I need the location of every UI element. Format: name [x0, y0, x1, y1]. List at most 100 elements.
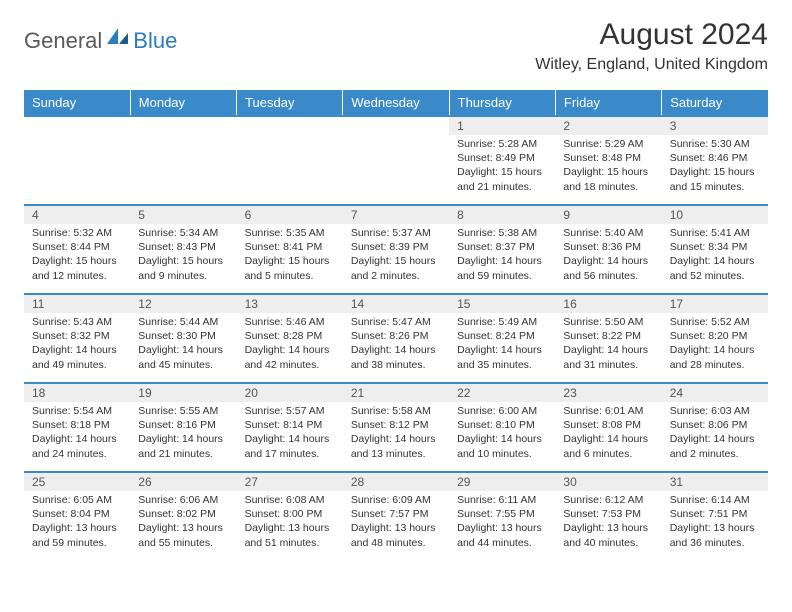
weekday-header: Thursday [449, 90, 555, 116]
day-number: 11 [24, 295, 130, 313]
day-line: Sunrise: 5:49 AM [457, 315, 547, 329]
day-line: Sunrise: 6:14 AM [670, 493, 760, 507]
week-daynum-row: 45678910 [24, 205, 768, 224]
day-cell: Sunrise: 5:44 AMSunset: 8:30 PMDaylight:… [130, 313, 236, 383]
day-line: Daylight: 13 hours and 36 minutes. [670, 521, 760, 549]
day-number: 3 [662, 117, 768, 135]
day-number [130, 117, 236, 135]
day-number-cell [24, 116, 130, 135]
day-line: Sunrise: 6:05 AM [32, 493, 122, 507]
day-line: Sunrise: 5:52 AM [670, 315, 760, 329]
day-line: Daylight: 15 hours and 12 minutes. [32, 254, 122, 282]
day-cell: Sunrise: 5:46 AMSunset: 8:28 PMDaylight:… [237, 313, 343, 383]
day-content: Sunrise: 5:34 AMSunset: 8:43 PMDaylight:… [130, 224, 236, 289]
weekday-header: Friday [555, 90, 661, 116]
day-line: Sunrise: 5:43 AM [32, 315, 122, 329]
day-cell: Sunrise: 5:32 AMSunset: 8:44 PMDaylight:… [24, 224, 130, 294]
sail-icon [105, 26, 131, 51]
day-content: Sunrise: 5:44 AMSunset: 8:30 PMDaylight:… [130, 313, 236, 378]
day-content: Sunrise: 5:46 AMSunset: 8:28 PMDaylight:… [237, 313, 343, 378]
day-line: Sunrise: 6:09 AM [351, 493, 441, 507]
day-line: Daylight: 14 hours and 21 minutes. [138, 432, 228, 460]
day-number: 25 [24, 473, 130, 491]
day-number: 6 [237, 206, 343, 224]
day-number-cell: 29 [449, 472, 555, 491]
week-daynum-row: 25262728293031 [24, 472, 768, 491]
day-number: 15 [449, 295, 555, 313]
day-line: Sunset: 8:41 PM [245, 240, 335, 254]
weekday-header: Sunday [24, 90, 130, 116]
day-number: 31 [662, 473, 768, 491]
day-cell: Sunrise: 6:00 AMSunset: 8:10 PMDaylight:… [449, 402, 555, 472]
day-cell: Sunrise: 5:41 AMSunset: 8:34 PMDaylight:… [662, 224, 768, 294]
day-cell: Sunrise: 6:01 AMSunset: 8:08 PMDaylight:… [555, 402, 661, 472]
day-number-cell: 12 [130, 294, 236, 313]
day-line: Sunrise: 6:00 AM [457, 404, 547, 418]
day-number-cell: 21 [343, 383, 449, 402]
day-number: 28 [343, 473, 449, 491]
day-content: Sunrise: 6:05 AMSunset: 8:04 PMDaylight:… [24, 491, 130, 556]
title-block: August 2024 Witley, England, United King… [535, 18, 768, 74]
day-number-cell: 20 [237, 383, 343, 402]
day-number [343, 117, 449, 135]
day-number-cell: 11 [24, 294, 130, 313]
week-daynum-row: 18192021222324 [24, 383, 768, 402]
day-number: 29 [449, 473, 555, 491]
day-number-cell: 31 [662, 472, 768, 491]
day-number-cell: 8 [449, 205, 555, 224]
calendar-table: SundayMondayTuesdayWednesdayThursdayFrid… [24, 90, 768, 561]
day-cell: Sunrise: 6:06 AMSunset: 8:02 PMDaylight:… [130, 491, 236, 561]
day-number-cell: 23 [555, 383, 661, 402]
day-line: Daylight: 14 hours and 13 minutes. [351, 432, 441, 460]
day-content: Sunrise: 6:08 AMSunset: 8:00 PMDaylight:… [237, 491, 343, 556]
day-content [237, 135, 343, 143]
day-content: Sunrise: 5:35 AMSunset: 8:41 PMDaylight:… [237, 224, 343, 289]
day-cell: Sunrise: 5:35 AMSunset: 8:41 PMDaylight:… [237, 224, 343, 294]
day-cell: Sunrise: 5:37 AMSunset: 8:39 PMDaylight:… [343, 224, 449, 294]
day-line: Sunrise: 5:57 AM [245, 404, 335, 418]
day-number-cell [237, 116, 343, 135]
day-number: 9 [555, 206, 661, 224]
day-line: Sunset: 8:43 PM [138, 240, 228, 254]
day-content: Sunrise: 6:14 AMSunset: 7:51 PMDaylight:… [662, 491, 768, 556]
day-number: 1 [449, 117, 555, 135]
day-number-cell: 7 [343, 205, 449, 224]
day-number-cell: 14 [343, 294, 449, 313]
day-content: Sunrise: 6:11 AMSunset: 7:55 PMDaylight:… [449, 491, 555, 556]
day-number-cell: 10 [662, 205, 768, 224]
day-number-cell [130, 116, 236, 135]
day-line: Sunset: 8:04 PM [32, 507, 122, 521]
location: Witley, England, United Kingdom [535, 56, 768, 74]
day-line: Sunrise: 5:34 AM [138, 226, 228, 240]
day-cell: Sunrise: 5:38 AMSunset: 8:37 PMDaylight:… [449, 224, 555, 294]
week-content-row: Sunrise: 5:54 AMSunset: 8:18 PMDaylight:… [24, 402, 768, 472]
day-number-cell: 5 [130, 205, 236, 224]
day-line: Sunset: 8:18 PM [32, 418, 122, 432]
day-content: Sunrise: 5:28 AMSunset: 8:49 PMDaylight:… [449, 135, 555, 200]
day-line: Sunset: 7:53 PM [563, 507, 653, 521]
week-daynum-row: 123 [24, 116, 768, 135]
day-number: 10 [662, 206, 768, 224]
day-line: Sunrise: 5:58 AM [351, 404, 441, 418]
day-content: Sunrise: 5:43 AMSunset: 8:32 PMDaylight:… [24, 313, 130, 378]
day-line: Sunrise: 6:08 AM [245, 493, 335, 507]
day-number-cell: 27 [237, 472, 343, 491]
day-content: Sunrise: 6:09 AMSunset: 7:57 PMDaylight:… [343, 491, 449, 556]
day-line: Sunset: 8:06 PM [670, 418, 760, 432]
day-line: Sunrise: 5:28 AM [457, 137, 547, 151]
day-number: 20 [237, 384, 343, 402]
day-number-cell: 15 [449, 294, 555, 313]
weekday-header: Monday [130, 90, 236, 116]
day-line: Daylight: 14 hours and 56 minutes. [563, 254, 653, 282]
day-line: Daylight: 14 hours and 10 minutes. [457, 432, 547, 460]
day-number: 12 [130, 295, 236, 313]
day-content: Sunrise: 5:47 AMSunset: 8:26 PMDaylight:… [343, 313, 449, 378]
day-line: Sunrise: 6:11 AM [457, 493, 547, 507]
day-number: 23 [555, 384, 661, 402]
day-number-cell: 2 [555, 116, 661, 135]
day-cell [343, 135, 449, 205]
day-number-cell: 17 [662, 294, 768, 313]
day-line: Sunset: 8:49 PM [457, 151, 547, 165]
day-number-cell [343, 116, 449, 135]
day-cell [130, 135, 236, 205]
